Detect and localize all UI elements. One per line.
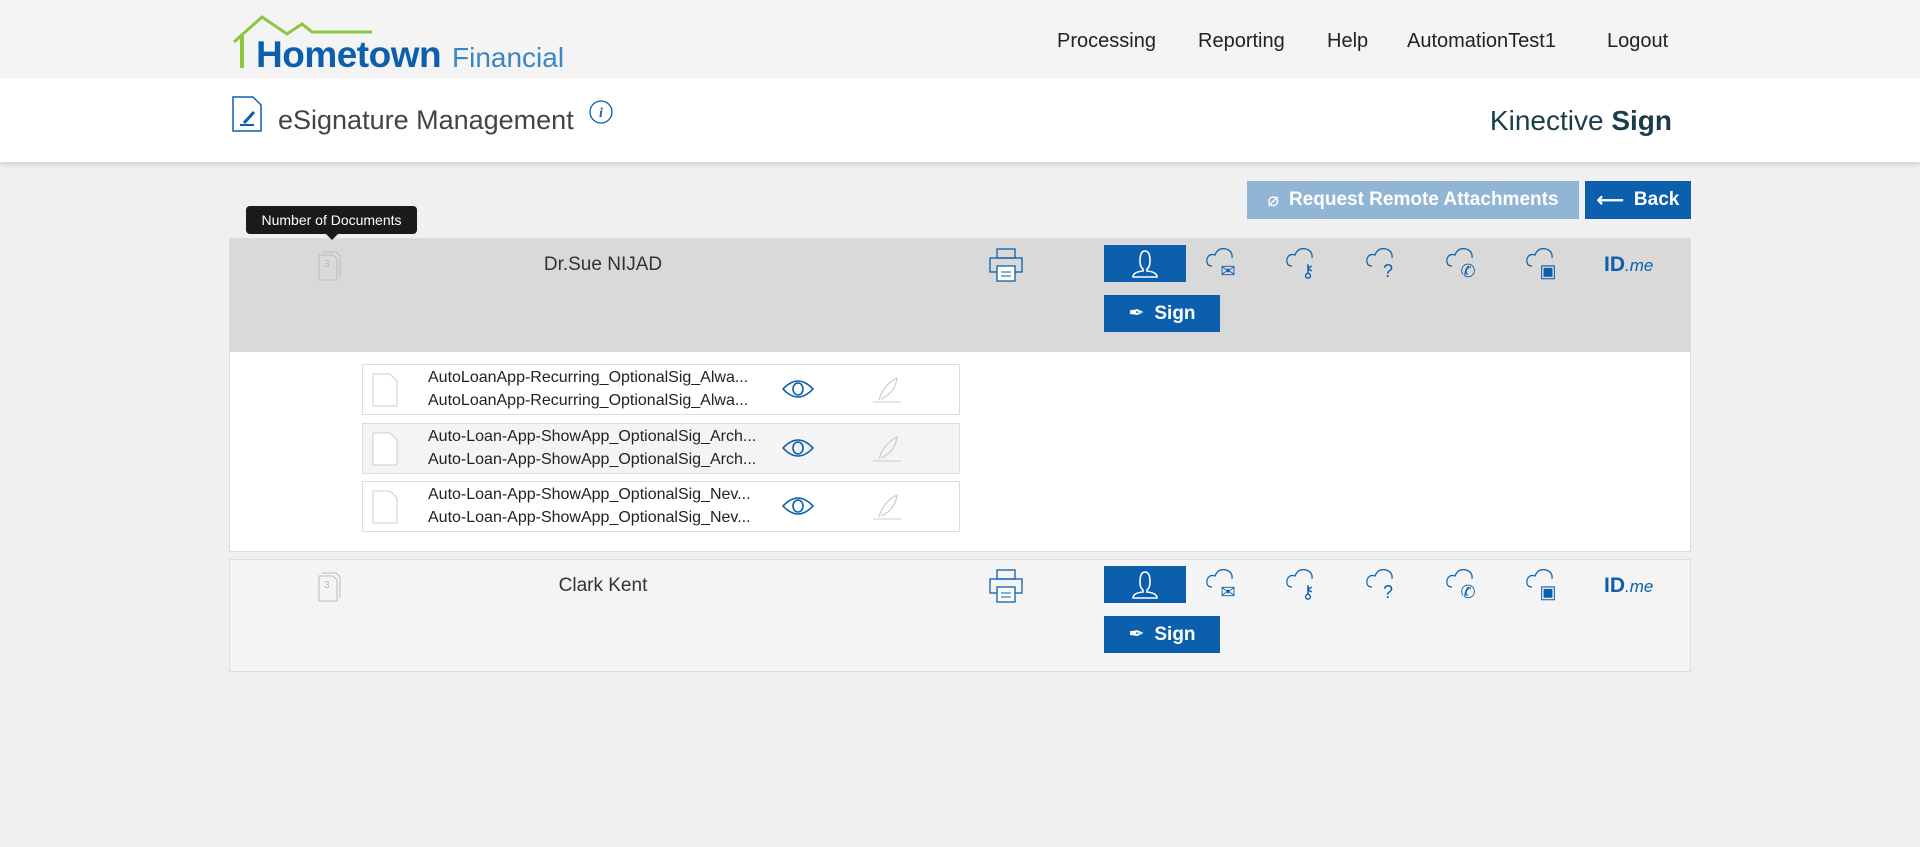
idme-label: ID (1604, 574, 1625, 597)
top-bar (0, 0, 1920, 78)
document-description: Auto-Loan-App-ShowApp_OptionalSig_Nev... (428, 509, 751, 526)
logo-sub: Financial (452, 42, 565, 73)
back-label: Back (1633, 189, 1680, 210)
document-name: Auto-Loan-App-ShowApp_OptionalSig_Nev... (428, 486, 751, 503)
document-count: 3 (324, 580, 330, 591)
person-icon (1132, 249, 1158, 278)
svg-text:⚷: ⚷ (1301, 582, 1314, 602)
idme-button[interactable]: ID.me (1604, 574, 1653, 598)
document-row[interactable]: Auto-Loan-App-ShowApp_OptionalSig_Nev...… (362, 481, 960, 532)
info-icon[interactable]: i (588, 99, 614, 125)
cloud-email-icon[interactable]: ✉ (1204, 244, 1244, 284)
brand-light: Kinective (1489, 105, 1604, 136)
svg-text:▣: ▣ (1539, 261, 1556, 281)
sign-document-icon[interactable] (869, 375, 903, 405)
request-label: Request Remote Attachments (1288, 189, 1559, 210)
sign-label: Sign (1154, 623, 1196, 645)
svg-text:i: i (599, 106, 603, 121)
printer-icon[interactable] (987, 567, 1027, 607)
signer-header[interactable] (230, 239, 1690, 352)
document-count-icon[interactable]: 3 (315, 250, 343, 282)
cloud-video-icon[interactable]: ▣ (1524, 565, 1564, 605)
document-icon (372, 432, 398, 466)
esignature-doc-icon (232, 96, 262, 132)
signer-name: Dr.Sue NIJAD (543, 254, 663, 275)
quill-pen-icon: ✒ (1128, 624, 1145, 645)
svg-text:✉: ✉ (1220, 261, 1235, 281)
cloud-video-icon[interactable]: ▣ (1524, 244, 1564, 284)
eye-view-icon[interactable] (782, 377, 814, 401)
document-row[interactable]: Auto-Loan-App-ShowApp_OptionalSig_Arch..… (362, 423, 960, 474)
nav-processing[interactable]: Processing (1057, 30, 1156, 52)
idme-button[interactable]: ID.me (1604, 253, 1653, 277)
idme-label: ID (1604, 253, 1625, 276)
cloud-phone-icon[interactable]: ✆ (1444, 244, 1484, 284)
logo[interactable]: Hometown (256, 34, 442, 75)
document-count: 3 (324, 259, 330, 270)
cloud-question-shield-icon[interactable]: ? (1364, 244, 1404, 284)
sign-document-icon[interactable] (869, 434, 903, 464)
nav-reporting[interactable]: Reporting (1198, 30, 1285, 52)
svg-text:✉: ✉ (1220, 582, 1235, 602)
in-person-button[interactable] (1104, 566, 1186, 603)
brand-bold: Sign (1611, 105, 1672, 136)
cloud-key-icon[interactable]: ⚷ (1284, 244, 1324, 284)
document-icon (372, 490, 398, 524)
sub-header (0, 78, 1920, 162)
page-title: eSignature Management (278, 105, 574, 135)
cloud-phone-icon[interactable]: ✆ (1444, 565, 1484, 605)
document-count-icon[interactable]: 3 (315, 571, 343, 603)
svg-text:✆: ✆ (1460, 582, 1475, 602)
document-description: AutoLoanApp-Recurring_OptionalSig_Alwa..… (428, 392, 749, 409)
tooltip: Number of Documents (246, 206, 417, 240)
document-name: Auto-Loan-App-ShowApp_OptionalSig_Arch..… (428, 428, 757, 445)
cloud-email-icon[interactable]: ✉ (1204, 565, 1244, 605)
quill-pen-icon: ✒ (1128, 303, 1145, 324)
paperclip-icon: ⌀ (1267, 189, 1279, 211)
nav-user[interactable]: AutomationTest1 (1407, 30, 1556, 52)
sign-button[interactable]: ✒ Sign (1104, 616, 1220, 653)
svg-text:▣: ▣ (1539, 582, 1556, 602)
svg-text:⚷: ⚷ (1301, 261, 1314, 281)
sign-label: Sign (1154, 302, 1196, 324)
document-row[interactable]: AutoLoanApp-Recurring_OptionalSig_Alwa..… (362, 364, 960, 415)
back-button[interactable]: ⟵ Back (1585, 181, 1691, 219)
printer-icon[interactable] (987, 246, 1027, 286)
eye-view-icon[interactable] (782, 494, 814, 518)
signer-name: Clark Kent (558, 575, 648, 596)
idme-suffix: .me (1625, 577, 1654, 596)
cloud-question-shield-icon[interactable]: ? (1364, 565, 1404, 605)
request-remote-attachments-button[interactable]: ⌀ Request Remote Attachments (1247, 181, 1579, 219)
document-icon (372, 373, 398, 407)
person-icon (1132, 570, 1158, 599)
brand-logo: Kinective Sign (1490, 105, 1672, 137)
svg-text:✆: ✆ (1460, 261, 1475, 281)
svg-text:?: ? (1383, 261, 1393, 281)
cloud-key-icon[interactable]: ⚷ (1284, 565, 1324, 605)
document-name: AutoLoanApp-Recurring_OptionalSig_Alwa..… (428, 369, 749, 386)
logo-house-icon (233, 15, 372, 68)
idme-suffix: .me (1625, 256, 1654, 275)
nav-logout[interactable]: Logout (1607, 30, 1669, 52)
svg-text:?: ? (1383, 582, 1393, 602)
sign-document-icon[interactable] (869, 492, 903, 522)
sign-button[interactable]: ✒ Sign (1104, 295, 1220, 332)
in-person-button[interactable] (1104, 245, 1186, 282)
arrow-left-icon: ⟵ (1596, 189, 1624, 211)
eye-view-icon[interactable] (782, 436, 814, 460)
nav-help[interactable]: Help (1327, 30, 1369, 52)
document-description: Auto-Loan-App-ShowApp_OptionalSig_Arch..… (428, 451, 757, 468)
